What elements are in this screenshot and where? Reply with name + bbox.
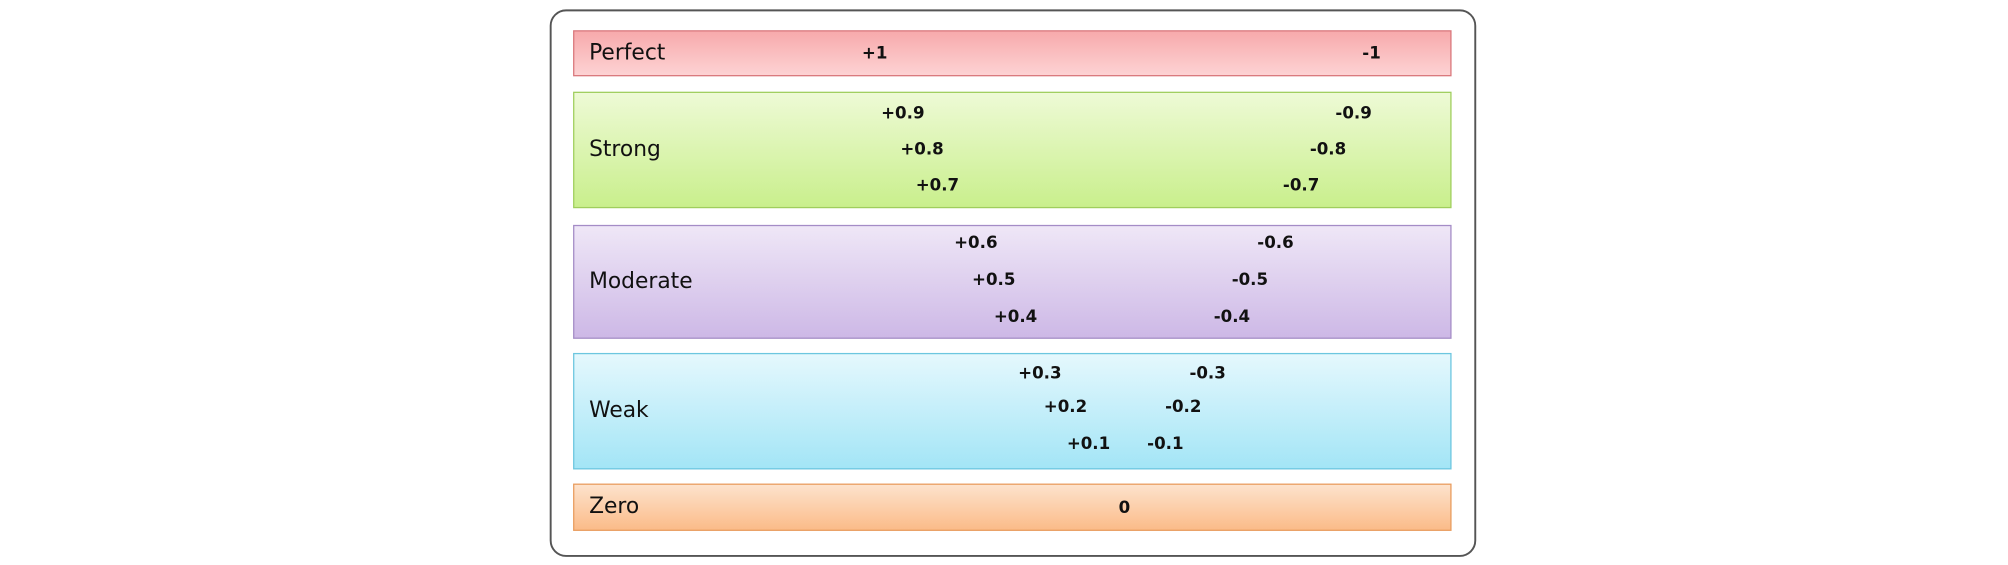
coefficient-label: +0.3 bbox=[1018, 364, 1061, 383]
coefficient-label: 0 bbox=[1119, 498, 1131, 517]
band bbox=[573, 30, 1452, 77]
band-label: Perfect bbox=[589, 40, 666, 65]
coefficient-label: -1 bbox=[1362, 43, 1380, 62]
coefficient-label: -0.4 bbox=[1214, 307, 1250, 326]
coefficient-label: -0.1 bbox=[1147, 434, 1183, 453]
band-label: Strong bbox=[589, 137, 661, 162]
band bbox=[573, 352, 1452, 470]
band-label: Weak bbox=[589, 398, 649, 423]
coefficient-label: +0.9 bbox=[881, 104, 924, 123]
coefficient-label: +0.4 bbox=[994, 307, 1037, 326]
band bbox=[573, 224, 1452, 339]
coefficient-label: +0.8 bbox=[900, 139, 943, 158]
coefficient-label: -0.5 bbox=[1232, 270, 1268, 289]
coefficient-label: +0.6 bbox=[954, 233, 997, 252]
coefficient-label: +0.2 bbox=[1044, 397, 1087, 416]
band bbox=[573, 91, 1452, 209]
band-label: Moderate bbox=[589, 269, 693, 294]
coefficient-label: +0.7 bbox=[916, 175, 959, 194]
band-label: Zero bbox=[589, 494, 639, 519]
coefficient-label: +0.1 bbox=[1067, 434, 1110, 453]
coefficient-label: -0.7 bbox=[1283, 175, 1319, 194]
coefficient-label: +0.5 bbox=[972, 270, 1015, 289]
coefficient-label: -0.6 bbox=[1257, 233, 1293, 252]
band bbox=[573, 483, 1452, 531]
coefficient-label: -0.2 bbox=[1165, 397, 1201, 416]
coefficient-label: -0.9 bbox=[1335, 104, 1371, 123]
coefficient-label: -0.3 bbox=[1189, 364, 1225, 383]
coefficient-label: +1 bbox=[862, 43, 888, 62]
coefficient-label: -0.8 bbox=[1310, 139, 1346, 158]
